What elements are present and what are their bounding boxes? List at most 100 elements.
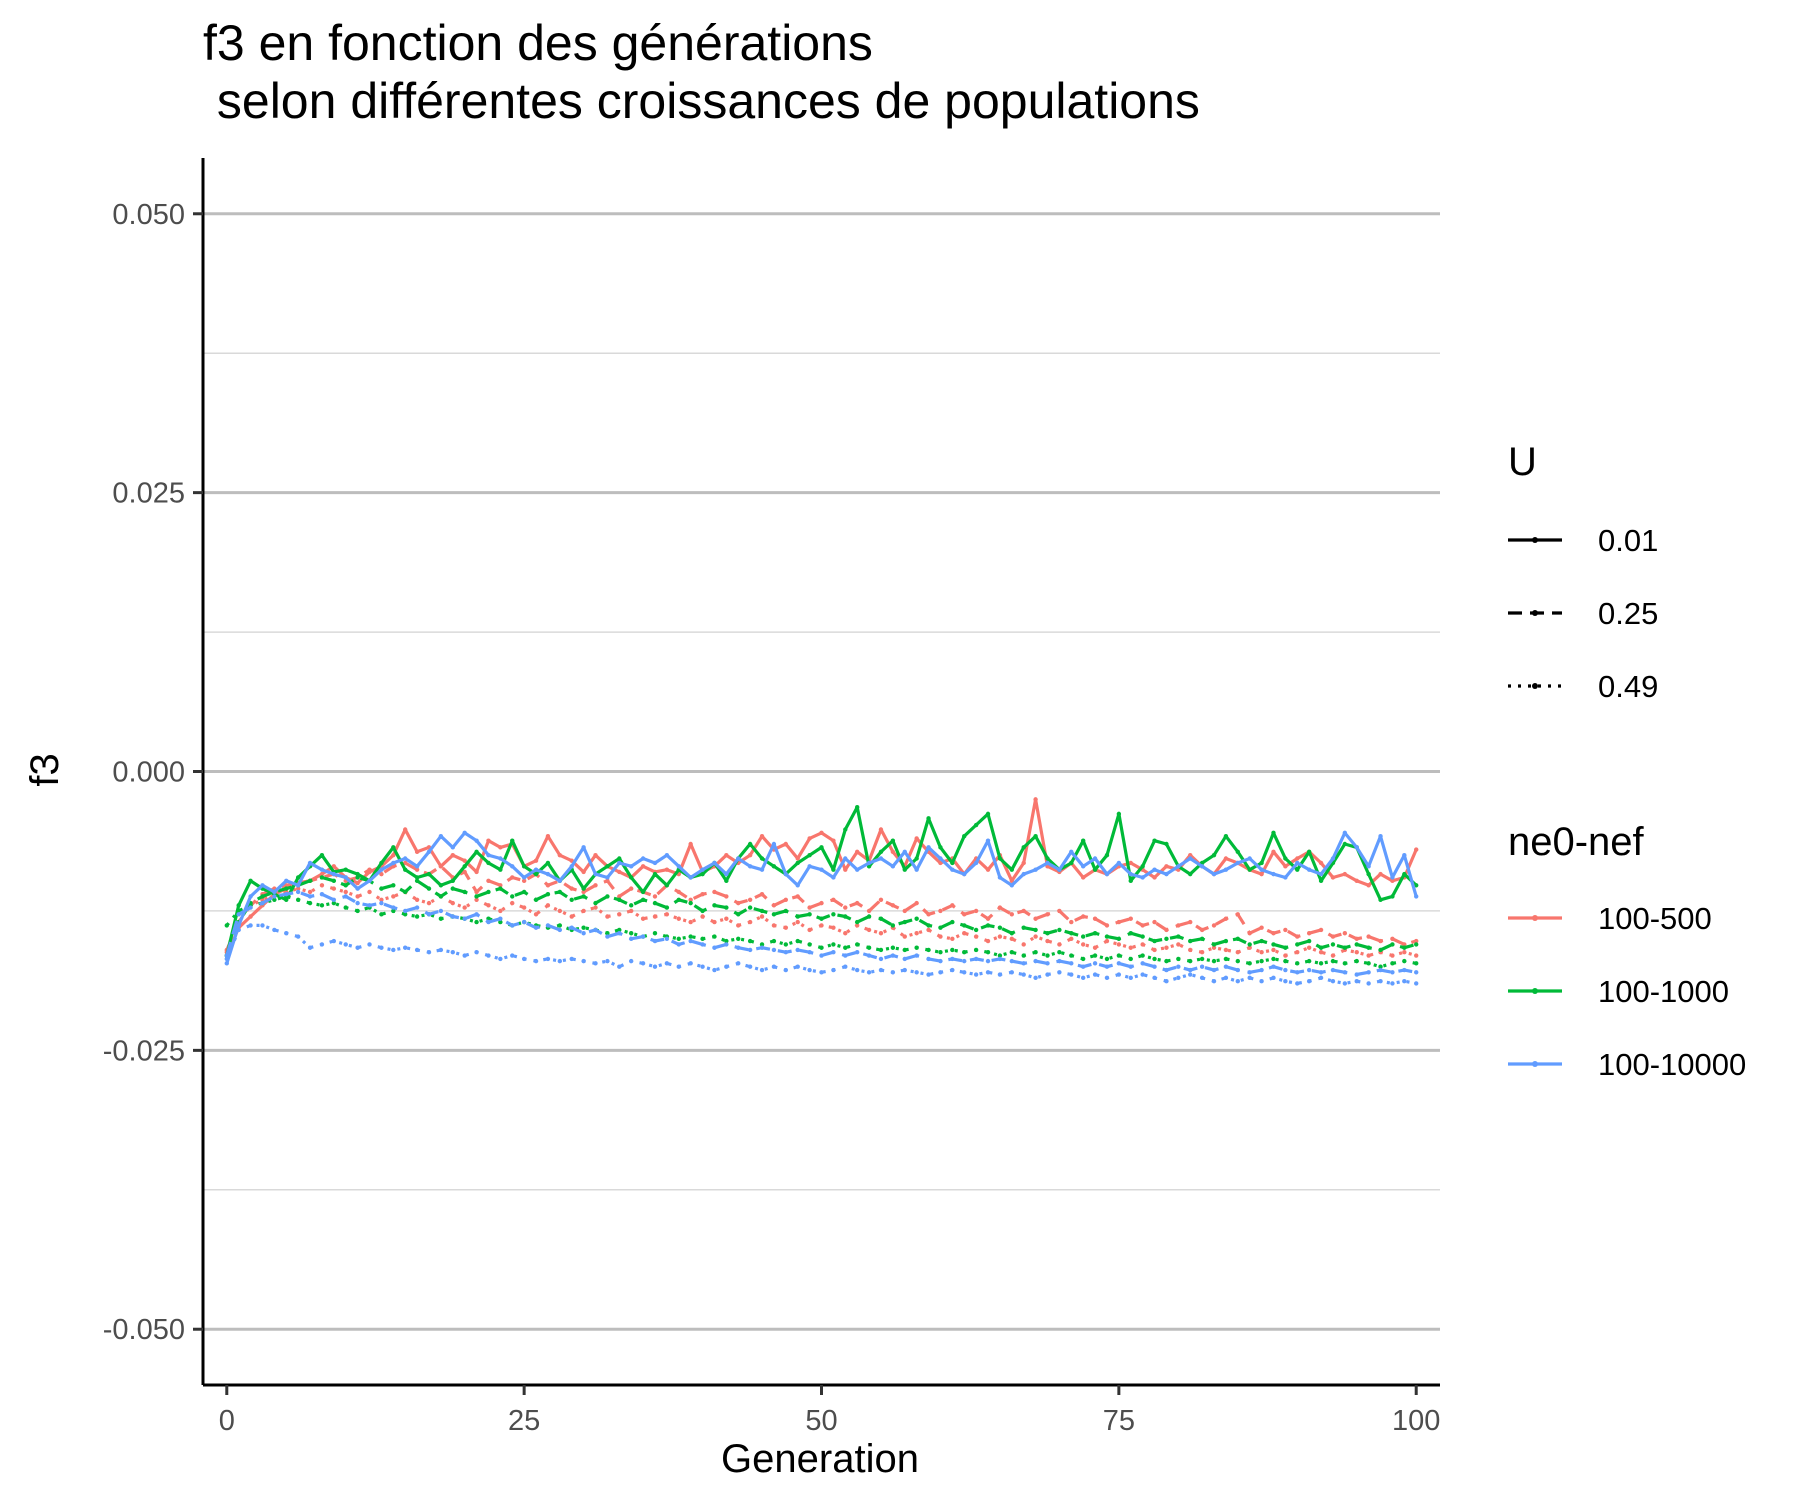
series-point [783, 950, 789, 955]
series-point [962, 923, 967, 928]
series-point [843, 867, 848, 872]
series-point [355, 894, 360, 899]
series-point [973, 860, 979, 866]
series-point [878, 856, 884, 861]
series-point [854, 849, 860, 855]
series-point [581, 925, 586, 930]
series-point [1080, 975, 1086, 981]
series-point [1116, 953, 1122, 958]
series-point [676, 864, 681, 869]
series-point [414, 905, 420, 910]
series-point [652, 914, 658, 919]
series-point [295, 875, 301, 880]
series-point [1259, 860, 1264, 866]
series-point [985, 838, 991, 843]
series-point [712, 945, 717, 950]
series-point [236, 903, 241, 908]
series-point [1092, 916, 1098, 921]
series-point [1271, 871, 1276, 877]
series-point [664, 936, 670, 942]
series-point [1009, 958, 1015, 964]
series-point [1152, 867, 1157, 872]
series-point [1295, 981, 1300, 986]
series-point [1188, 947, 1193, 953]
series-point [617, 927, 622, 933]
series-point [854, 900, 860, 906]
series-point [700, 908, 705, 914]
series-point [819, 923, 824, 928]
series-point [938, 925, 943, 930]
series-point [1057, 942, 1062, 947]
series-point [557, 958, 563, 964]
series-point [1140, 942, 1145, 947]
legend-color-point [1532, 1061, 1538, 1067]
series-point [1116, 860, 1122, 866]
series-point [1104, 852, 1110, 858]
series-point [521, 905, 527, 910]
series-point [1080, 838, 1086, 843]
series-point [1259, 967, 1264, 973]
series-point [688, 875, 693, 880]
series-point [688, 897, 693, 902]
series-point [938, 845, 943, 850]
series-point [807, 967, 812, 973]
series-point [783, 925, 789, 930]
series-point [510, 953, 515, 958]
series-point [843, 964, 848, 969]
series-point [617, 931, 622, 936]
series-point [414, 864, 420, 869]
series-point [831, 897, 836, 902]
series-point [1366, 871, 1371, 877]
series-point [307, 860, 313, 866]
series-point [1271, 964, 1276, 969]
series-point [866, 860, 872, 866]
series-point [640, 856, 646, 861]
series-point [569, 864, 574, 869]
series-point [379, 912, 384, 917]
series-point [783, 908, 789, 914]
series-point [914, 867, 919, 872]
series-point [997, 925, 1003, 930]
series-point [1295, 961, 1300, 966]
series-point [355, 880, 360, 886]
legend-color-label: 100-1000 [1598, 974, 1729, 1009]
series-point [474, 919, 479, 925]
series-point [474, 912, 479, 917]
series-point [224, 923, 229, 928]
series-point [438, 916, 444, 921]
series-point [569, 897, 574, 902]
series-point [272, 894, 277, 899]
series-point [260, 923, 265, 928]
series-point [1057, 927, 1062, 933]
series-point [331, 886, 337, 891]
series-point [890, 849, 896, 855]
series-point [688, 919, 693, 925]
series-point [747, 864, 753, 869]
series-point [331, 878, 337, 884]
series-point [831, 875, 836, 880]
series-point [426, 849, 432, 855]
legend-color-title: ne0-nef [1508, 820, 1645, 864]
series-point [498, 883, 503, 888]
series-point [486, 919, 491, 925]
series-point [498, 908, 503, 914]
series-point [486, 903, 491, 908]
series-point [248, 894, 253, 899]
series-point [736, 945, 741, 950]
series-point [854, 950, 860, 955]
series-point [1021, 845, 1026, 850]
series-point [985, 938, 991, 944]
series-point [819, 970, 824, 975]
series-point [1354, 878, 1359, 884]
series-point [533, 912, 539, 917]
series-point [1390, 894, 1395, 899]
series-point [1188, 919, 1193, 925]
series-point [688, 934, 693, 939]
series-point [1116, 972, 1122, 977]
series-point [617, 856, 622, 861]
series-point [284, 878, 289, 884]
series-point [1295, 942, 1300, 947]
series-point [319, 942, 325, 947]
series-point [973, 934, 979, 939]
series-point [557, 889, 563, 895]
